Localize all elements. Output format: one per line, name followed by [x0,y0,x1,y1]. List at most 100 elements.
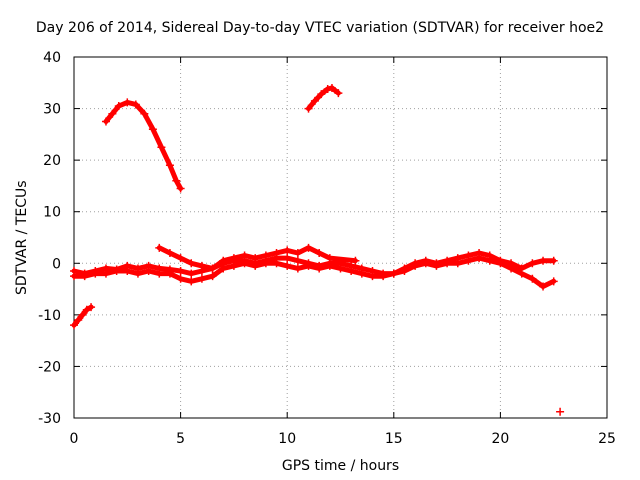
data-point [140,109,149,118]
data-point [283,254,292,263]
data-point [336,264,345,273]
data-point [539,256,548,265]
data-point [528,259,537,268]
data-point [357,269,366,278]
data-point [507,264,516,273]
data-point [78,310,87,319]
data-point [165,269,174,278]
data-point [131,100,140,109]
y-tick-label: 20 [43,153,61,169]
x-axis-label: GPS time / hours [281,458,400,474]
x-tick-label: 0 [70,431,79,447]
y-tick-label: 30 [43,102,61,118]
x-tick-label: 15 [385,431,403,447]
data-point [208,272,217,281]
axis-ticks: 0 5 10 15 20 25 -30 -20 -10 0 10 20 30 40 [38,50,616,447]
data-point [283,261,292,270]
data-point [91,269,100,278]
data-point [325,261,334,270]
data-point [155,269,164,278]
data-point [325,254,334,263]
data-point [293,264,302,273]
y-axis-label: SDTVAR / TECUs [14,180,30,296]
y-tick-label: -30 [38,411,61,427]
data-point [400,267,409,276]
data-point [176,274,185,283]
data-point [197,261,206,270]
data-point [144,267,153,276]
y-tick-label: 40 [43,50,61,66]
series-band-2 [71,255,557,289]
data-point [148,125,157,134]
data-point [334,89,343,98]
data-point [240,251,249,260]
data-point [123,267,132,276]
data-point [187,269,196,278]
data-point [315,264,324,273]
data-point [208,264,217,273]
data-point [187,259,196,268]
data-point [517,269,526,278]
data-point [443,259,452,268]
data-point [327,83,336,92]
data-point [229,261,238,270]
data-point [108,109,117,118]
data-point [351,256,360,265]
data-point [556,407,565,416]
grid-lines [74,57,607,418]
data-point [74,316,83,325]
data-point [157,143,166,152]
data-points [70,83,565,416]
data-point [389,269,398,278]
data-point [304,104,313,113]
data-point [112,267,121,276]
data-point [272,248,281,257]
data-point [133,269,142,278]
data-point [197,274,206,283]
data-point [219,256,228,265]
series-arc-b [103,99,184,191]
data-point [421,259,430,268]
data-point [272,259,281,268]
data-point [323,84,332,93]
data-point [165,161,174,170]
x-tick-label: 20 [491,431,509,447]
y-tick-label: -10 [38,308,61,324]
data-point [293,248,302,257]
data-point [379,272,388,281]
data-point [475,254,484,263]
data-point [82,305,91,314]
x-tick-label: 10 [278,431,296,447]
data-point [70,272,78,281]
data-point [187,277,196,286]
data-point [251,261,260,270]
data-point [432,261,441,270]
data-point [80,272,89,281]
data-point [528,274,537,283]
plot-frame [73,56,608,419]
data-point [293,256,302,265]
data-point [261,259,270,268]
data-point [261,251,270,260]
series-arc-c [306,85,341,112]
data-point [172,176,181,185]
data-point [304,261,313,270]
data-point [549,256,558,265]
data-point [368,272,377,281]
data-point [165,248,174,257]
y-tick-label: 0 [52,256,61,272]
data-point [240,259,249,268]
data-point [251,254,260,263]
data-point [219,264,228,273]
data-point [453,259,462,268]
y-tick-label: -20 [38,359,61,375]
data-point [155,243,164,252]
data-point [176,267,185,276]
data-point [464,256,473,265]
y-tick-label: 10 [43,205,61,221]
data-point [411,261,420,270]
data-point [496,259,505,268]
data-point [310,96,319,105]
chart-title: Day 206 of 2014, Sidereal Day-to-day VTE… [35,20,605,36]
